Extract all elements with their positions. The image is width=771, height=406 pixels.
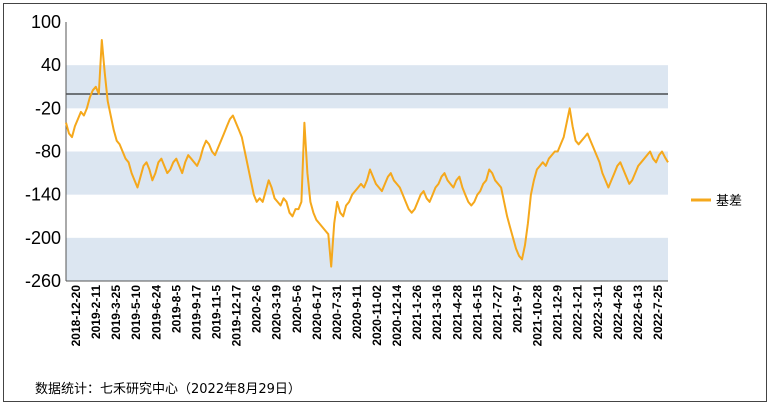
- x-tick-label: 2020-5-6: [290, 285, 304, 333]
- y-tick-label: 40: [41, 55, 61, 75]
- background-band-0: [66, 65, 668, 109]
- x-tick-label: 2020-6-17: [310, 285, 324, 340]
- background-band-2: [66, 237, 668, 281]
- basis-line-chart: 100 40 -20 -80 -140 -200 -260 2018-12-20 2019-2…: [25, 12, 742, 347]
- x-tick-label: 2021-4-28: [450, 285, 464, 340]
- x-tick-label: 2021-9-7: [511, 285, 525, 333]
- y-tick-labels: 100 40 -20 -80 -140 -200 -260: [25, 12, 61, 291]
- y-tick-label: -80: [35, 142, 61, 162]
- x-tick-label: 2022-3-11: [591, 285, 605, 339]
- x-tick-label: 2022-1-21: [571, 285, 585, 340]
- y-tick-label: -200: [25, 228, 61, 248]
- chart-frame: 100 40 -20 -80 -140 -200 -260 2018-12-20 2019-2…: [3, 3, 767, 402]
- series-line-basis: [65, 39, 669, 268]
- x-tick-labels: 2018-12-20 2019-2-11 2019-3-25 2019-5-10 201…: [69, 285, 665, 347]
- x-tick-label: 2021-7-27: [490, 285, 504, 340]
- x-tick-label: 2022-4-26: [611, 285, 625, 340]
- legend: 基差: [691, 193, 742, 208]
- x-tick-label: 2021-6-15: [470, 285, 484, 340]
- x-tick-label: 2021-3-16: [430, 285, 444, 340]
- y-tick-label: -260: [25, 271, 61, 291]
- x-tick-label: 2019-5-10: [129, 285, 143, 340]
- x-tick-label: 2019-3-25: [109, 285, 123, 340]
- x-tick-label: 2021-10-28: [531, 285, 545, 347]
- x-tick-label: 2019-2-11: [89, 285, 103, 339]
- x-tick-label: 2020-9-11: [350, 285, 364, 339]
- legend-label: 基差: [716, 193, 742, 208]
- x-tick-label: 2021-1-26: [410, 285, 424, 340]
- x-tick-label: 2022-6-13: [631, 285, 645, 340]
- x-tick-label: 2022-7-25: [651, 285, 665, 340]
- y-tick-label: 100: [31, 12, 61, 32]
- x-tick-label: 2020-12-14: [390, 285, 404, 347]
- x-tick-label: 2018-12-20: [69, 285, 83, 347]
- y-tick-label: -20: [35, 98, 61, 118]
- x-tick-label: 2021-12-9: [551, 285, 565, 340]
- x-tick-label: 2020-7-31: [330, 285, 344, 340]
- x-tick-label: 2019-12-17: [230, 285, 244, 347]
- x-tick-label: 2020-3-19: [270, 285, 284, 340]
- x-tick-label: 2019-6-24: [149, 285, 163, 340]
- background-bands: [66, 65, 668, 281]
- x-tick-label: 2020-11-02: [370, 285, 384, 346]
- source-note: 数据统计：七禾研究中心（2022年8月29日）: [35, 382, 301, 397]
- x-tick-label: 2019-9-17: [189, 285, 203, 340]
- x-tick-label: 2020-2-6: [250, 285, 264, 333]
- x-tick-label: 2019-8-5: [169, 285, 183, 333]
- x-tick-label: 2019-11-5: [210, 285, 224, 339]
- y-tick-label: -140: [25, 185, 61, 205]
